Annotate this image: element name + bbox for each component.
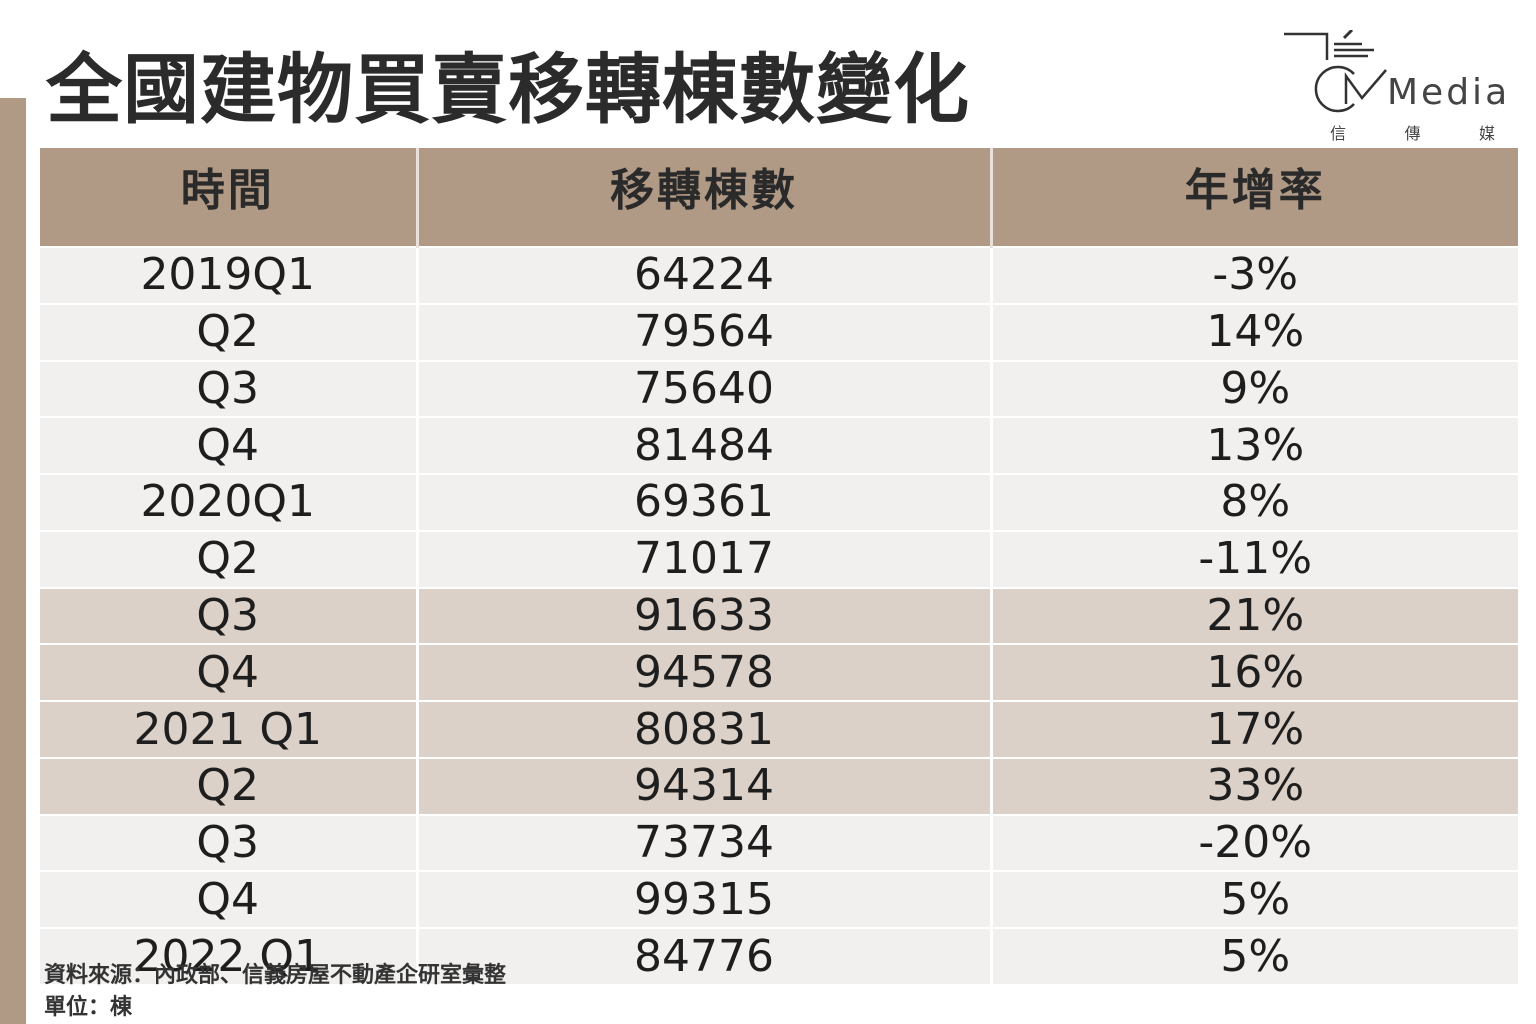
count-cell: 99315 [417, 870, 993, 929]
period-cell: Q2 [40, 756, 419, 815]
yoy-cell: 9% [991, 359, 1518, 418]
count-cell: 94314 [417, 756, 993, 815]
transfer-table: 時間 移轉棟數 年增率 2019Q1 64224 -3% Q2 79564 14% Q3 75… [40, 148, 1518, 984]
count-cell: 80831 [417, 700, 993, 758]
yoy-cell: -3% [991, 246, 1518, 304]
table-row: 2022 Q1 84776 5% [40, 927, 1518, 984]
table-row: Q4 94578 16% [40, 643, 1518, 702]
period-cell: Q3 [40, 813, 419, 872]
table-row: 2021 Q1 80831 17% [40, 700, 1518, 758]
period-cell: 2022 Q1 [40, 927, 419, 984]
count-cell: 81484 [417, 416, 993, 475]
header-count: 移轉棟數 [417, 148, 993, 247]
yoy-cell: 5% [991, 870, 1518, 929]
period-cell: Q4 [40, 643, 419, 702]
count-cell: 69361 [417, 473, 993, 531]
yoy-cell: 33% [991, 756, 1518, 815]
period-cell: Q2 [40, 529, 419, 588]
period-cell: Q3 [40, 586, 419, 645]
table-row: Q2 79564 14% [40, 302, 1518, 361]
header-yoy: 年增率 [991, 148, 1518, 247]
period-cell: Q3 [40, 359, 419, 418]
yoy-cell: 5% [991, 927, 1518, 984]
footer-notes: 資料來源：內政部、信義房屋不動產企研室彙整 單位：棟 [44, 960, 506, 1024]
media-logo: Media 信 傳 媒 [1282, 30, 1507, 145]
count-cell: 91633 [417, 586, 993, 645]
yoy-cell: 13% [991, 416, 1518, 475]
table-row: Q2 94314 33% [40, 756, 1518, 815]
table-row: Q4 99315 5% [40, 870, 1518, 929]
logo-sub-char: 傳 [1404, 124, 1421, 143]
yoy-cell: 8% [991, 473, 1518, 531]
yoy-cell: -11% [991, 529, 1518, 588]
table-row: 2019Q1 64224 -3% [40, 246, 1518, 304]
unit-note: 單位：棟 [44, 995, 133, 1020]
logo-sub-char: 媒 [1478, 124, 1495, 143]
period-cell: Q4 [40, 870, 419, 929]
table-row: Q2 71017 -11% [40, 529, 1518, 588]
count-cell: 75640 [417, 359, 993, 418]
yoy-cell: 16% [991, 643, 1518, 702]
logo-mark-icon [1284, 30, 1387, 113]
header-period: 時間 [40, 148, 419, 247]
yoy-cell: -20% [991, 813, 1518, 872]
logo-sub-char: 信 [1330, 124, 1347, 143]
period-cell: 2020Q1 [40, 473, 419, 531]
table-row: Q4 81484 13% [40, 416, 1518, 475]
table-row: 2020Q1 69361 8% [40, 473, 1518, 531]
period-cell: Q2 [40, 302, 419, 361]
left-accent-bar [0, 98, 26, 1024]
logo-subtitle: 信 傳 媒 [1330, 120, 1495, 144]
count-cell: 94578 [417, 643, 993, 702]
period-cell: 2021 Q1 [40, 700, 419, 758]
yoy-cell: 21% [991, 586, 1518, 645]
count-cell: 71017 [417, 529, 993, 588]
page-title: 全國建物買賣移轉棟數變化 [46, 45, 970, 134]
yoy-cell: 14% [991, 302, 1518, 361]
source-note: 資料來源：內政部、信義房屋不動產企研室彙整 [44, 963, 507, 988]
table-header-row: 時間 移轉棟數 年增率 [40, 148, 1518, 247]
period-cell: 2019Q1 [40, 246, 419, 304]
table-row: Q3 73734 -20% [40, 813, 1518, 872]
count-cell: 84776 [417, 927, 993, 984]
logo-text: Media [1387, 72, 1511, 113]
yoy-cell: 17% [991, 700, 1518, 758]
table-row: Q3 75640 9% [40, 359, 1518, 418]
count-cell: 79564 [417, 302, 993, 361]
count-cell: 64224 [417, 246, 993, 304]
table-row: Q3 91633 21% [40, 586, 1518, 645]
count-cell: 73734 [417, 813, 993, 872]
period-cell: Q4 [40, 416, 419, 475]
